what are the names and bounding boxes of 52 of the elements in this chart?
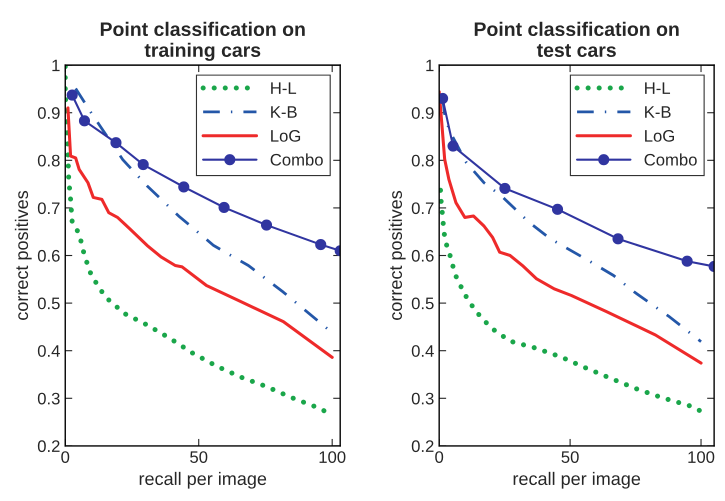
point <box>552 204 564 215</box>
x-tick-label: 50 <box>190 451 208 463</box>
x-axis-title: recall per image <box>514 472 640 489</box>
point <box>260 219 272 231</box>
legend-label: K-B <box>271 106 297 118</box>
legend-label: Combo <box>644 153 697 166</box>
point <box>66 90 78 101</box>
y-tick-label: 0.8 <box>412 154 434 167</box>
y-tick-label: 0.9 <box>38 107 60 119</box>
point <box>315 239 326 250</box>
legend-label: H-L <box>271 82 296 94</box>
y-tick-label: 0.8 <box>38 154 60 167</box>
legend-label: H-L <box>645 82 670 94</box>
point <box>682 256 693 267</box>
y-tick-label: 0.4 <box>38 345 60 357</box>
y-tick-label: 0.6 <box>412 250 434 262</box>
y-tick-label: 0.3 <box>38 392 60 404</box>
point <box>218 202 230 213</box>
x-tick-label: 50 <box>562 451 579 463</box>
y-tick-label: 0.3 <box>412 392 434 404</box>
point <box>448 140 459 152</box>
y-tick-label: 0.5 <box>412 298 434 310</box>
point <box>178 181 190 193</box>
y-tick-label: 0.2 <box>412 440 434 452</box>
y-tick-label: 1 <box>426 60 434 72</box>
y-axis-title: correct positives <box>14 190 32 320</box>
x-tick-label: 0 <box>61 451 70 463</box>
y-axis-title: correct positives <box>388 190 406 320</box>
y-tick-label: 1 <box>52 60 60 72</box>
point <box>138 159 149 170</box>
point <box>499 182 510 194</box>
line-series <box>66 106 334 359</box>
chart-title: Point classification on test cars <box>474 22 679 57</box>
point <box>78 115 90 126</box>
legend-label: LoG <box>271 130 300 142</box>
y-tick-label: 0.4 <box>412 345 434 357</box>
y-tick-label: 0.9 <box>412 107 434 119</box>
x-tick-label: 100 <box>320 451 346 463</box>
y-tick-label: 0.7 <box>412 202 434 214</box>
chart-title: Point classification on training cars <box>100 22 305 61</box>
legend-label: Combo <box>270 153 323 166</box>
x-axis-title: recall per image <box>140 472 266 489</box>
point <box>612 233 624 244</box>
y-tick-label: 0.7 <box>38 202 60 214</box>
y-tick-label: 0.5 <box>38 298 60 310</box>
legend-label: K-B <box>645 106 671 118</box>
legend-label: LoG <box>645 130 674 142</box>
y-tick-label: 0.2 <box>38 440 60 452</box>
point <box>110 137 122 148</box>
y-tick-label: 0.6 <box>38 250 60 262</box>
x-tick-label: 0 <box>435 451 444 463</box>
x-tick-label: 100 <box>688 451 714 463</box>
